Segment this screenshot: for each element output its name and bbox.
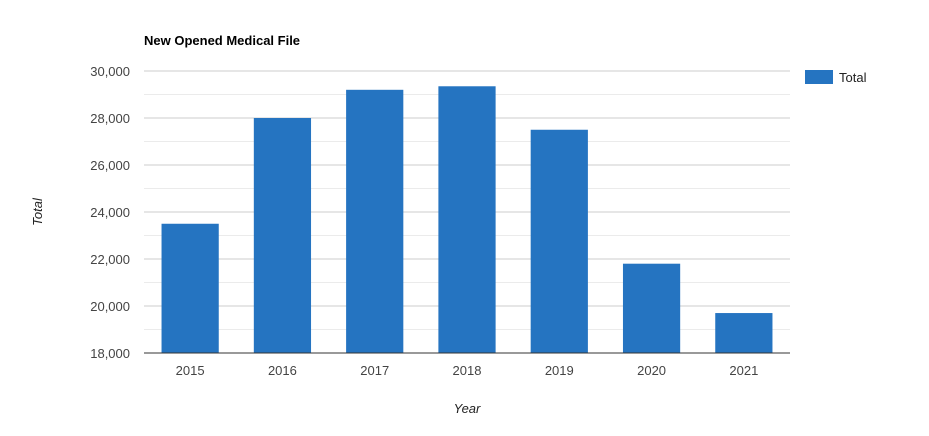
chart-title: New Opened Medical File [144, 33, 300, 48]
y-axis-ticks: 18,000 20,000 22,000 24,000 26,000 28,000 30,0… [90, 64, 130, 361]
bar-2015[interactable] [161, 223, 219, 353]
x-tick-label: 2020 [637, 363, 666, 378]
x-tick-label: 2016 [268, 363, 297, 378]
bar-2021[interactable] [715, 313, 773, 353]
y-tick-label: 20,000 [90, 299, 130, 314]
x-tick-label: 2019 [545, 363, 574, 378]
y-tick-label: 22,000 [90, 252, 130, 267]
bar-2020[interactable] [622, 263, 681, 353]
x-axis-title: Year [454, 401, 481, 416]
legend-swatch [805, 70, 833, 84]
x-tick-label: 2017 [360, 363, 389, 378]
bar-2016[interactable] [253, 118, 312, 353]
bars [161, 86, 773, 354]
x-tick-label: 2021 [729, 363, 758, 378]
legend: Total [805, 70, 867, 85]
bar-2018[interactable] [438, 86, 496, 354]
x-axis-ticks: 2015 2016 2017 2018 2019 2020 2021 [176, 363, 759, 378]
y-tick-label: 26,000 [90, 158, 130, 173]
legend-label: Total [839, 70, 867, 85]
x-tick-label: 2015 [176, 363, 205, 378]
bar-2019[interactable] [530, 129, 588, 353]
x-tick-label: 2018 [453, 363, 482, 378]
y-axis-title: Total [30, 197, 45, 226]
y-tick-label: 24,000 [90, 205, 130, 220]
y-tick-label: 30,000 [90, 64, 130, 79]
bar-2017[interactable] [346, 89, 404, 354]
y-tick-label: 28,000 [90, 111, 130, 126]
y-tick-label: 18,000 [90, 346, 130, 361]
